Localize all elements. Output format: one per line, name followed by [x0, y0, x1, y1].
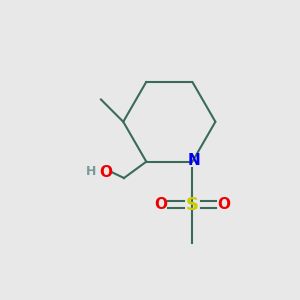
Text: O: O — [154, 197, 168, 212]
Text: O: O — [217, 197, 230, 212]
Text: N: N — [188, 153, 200, 168]
Text: O: O — [100, 165, 113, 180]
Text: S: S — [186, 196, 199, 214]
Text: H: H — [85, 165, 96, 178]
